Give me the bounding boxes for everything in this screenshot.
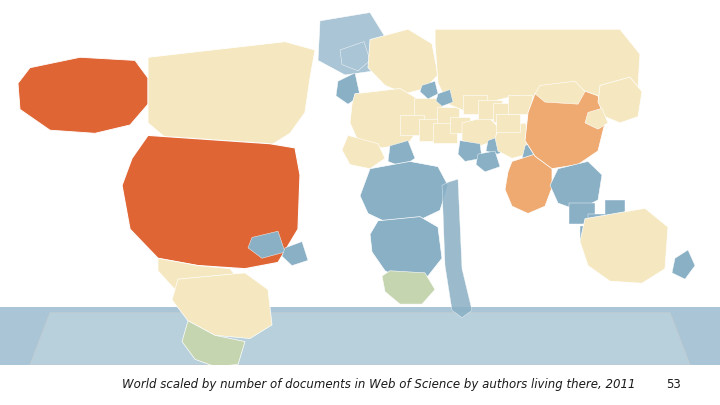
Polygon shape xyxy=(493,103,517,122)
Polygon shape xyxy=(435,29,640,113)
Text: World scaled by number of documents in Web of Science by authors living there, 2: World scaled by number of documents in W… xyxy=(122,378,636,392)
Polygon shape xyxy=(486,135,508,154)
Polygon shape xyxy=(318,13,388,75)
Polygon shape xyxy=(462,117,498,146)
Polygon shape xyxy=(495,123,532,158)
Polygon shape xyxy=(496,113,520,132)
Polygon shape xyxy=(350,89,420,148)
Polygon shape xyxy=(478,100,502,119)
Polygon shape xyxy=(442,179,472,318)
Polygon shape xyxy=(588,214,612,234)
Polygon shape xyxy=(437,107,459,126)
Polygon shape xyxy=(463,95,487,113)
Polygon shape xyxy=(599,230,617,245)
Polygon shape xyxy=(30,312,690,364)
Polygon shape xyxy=(388,141,415,166)
Polygon shape xyxy=(370,217,442,281)
Polygon shape xyxy=(525,89,605,169)
Polygon shape xyxy=(476,151,500,172)
Polygon shape xyxy=(18,57,148,133)
Polygon shape xyxy=(535,81,585,104)
Polygon shape xyxy=(182,321,245,367)
Polygon shape xyxy=(342,135,385,169)
Polygon shape xyxy=(340,42,370,71)
Polygon shape xyxy=(569,202,595,224)
Polygon shape xyxy=(360,162,448,224)
Polygon shape xyxy=(419,119,445,141)
Polygon shape xyxy=(433,123,457,143)
Polygon shape xyxy=(522,137,552,169)
Polygon shape xyxy=(420,81,438,99)
Polygon shape xyxy=(382,271,435,304)
Polygon shape xyxy=(0,307,720,375)
Polygon shape xyxy=(508,95,532,113)
Polygon shape xyxy=(400,115,424,135)
Polygon shape xyxy=(282,242,308,266)
Polygon shape xyxy=(122,135,300,269)
Polygon shape xyxy=(450,117,470,133)
Polygon shape xyxy=(580,208,668,283)
Polygon shape xyxy=(672,250,695,279)
Polygon shape xyxy=(458,141,482,162)
Polygon shape xyxy=(248,231,285,258)
Polygon shape xyxy=(172,273,272,339)
Polygon shape xyxy=(148,42,315,151)
Polygon shape xyxy=(368,29,438,94)
Polygon shape xyxy=(598,77,642,123)
Polygon shape xyxy=(550,162,602,210)
Polygon shape xyxy=(336,73,360,104)
Polygon shape xyxy=(414,98,442,121)
Polygon shape xyxy=(436,90,453,106)
Polygon shape xyxy=(505,154,552,213)
Polygon shape xyxy=(580,226,600,243)
Polygon shape xyxy=(605,200,625,217)
Polygon shape xyxy=(158,258,240,304)
Polygon shape xyxy=(585,108,608,129)
Text: 53: 53 xyxy=(666,378,680,392)
